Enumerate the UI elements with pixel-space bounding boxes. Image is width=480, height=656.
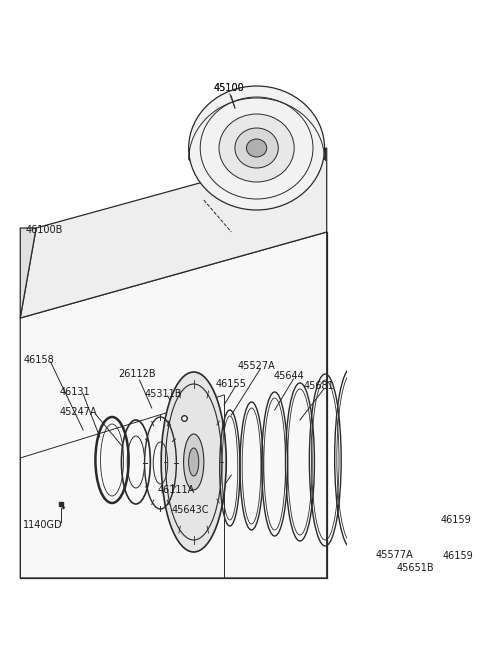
Ellipse shape	[235, 128, 278, 168]
Text: 45577A: 45577A	[376, 550, 414, 560]
Polygon shape	[20, 148, 327, 318]
Ellipse shape	[189, 448, 199, 476]
Ellipse shape	[189, 86, 324, 210]
Text: 45311B: 45311B	[144, 389, 182, 399]
Text: 1140GD: 1140GD	[23, 520, 63, 530]
Text: 46159: 46159	[443, 551, 473, 561]
Text: 45247A: 45247A	[59, 407, 97, 417]
Text: 46100B: 46100B	[25, 225, 63, 235]
Text: 46155: 46155	[216, 379, 246, 389]
Text: 45100: 45100	[213, 83, 244, 93]
Text: 45651B: 45651B	[396, 563, 434, 573]
Text: 45643C: 45643C	[172, 505, 210, 515]
Ellipse shape	[219, 114, 294, 182]
Ellipse shape	[246, 139, 267, 157]
Polygon shape	[20, 232, 327, 578]
Text: 46111A: 46111A	[157, 485, 195, 495]
Text: 46158: 46158	[23, 355, 54, 365]
Ellipse shape	[161, 372, 226, 552]
Text: 45681: 45681	[303, 381, 335, 391]
Text: 45644: 45644	[273, 371, 304, 381]
Text: 46131: 46131	[59, 387, 90, 397]
Text: 45100: 45100	[213, 83, 244, 93]
Text: 45527A: 45527A	[237, 361, 275, 371]
Ellipse shape	[183, 434, 204, 490]
Polygon shape	[20, 228, 36, 318]
Text: 26112B: 26112B	[119, 369, 156, 379]
Text: 46159: 46159	[441, 515, 472, 525]
